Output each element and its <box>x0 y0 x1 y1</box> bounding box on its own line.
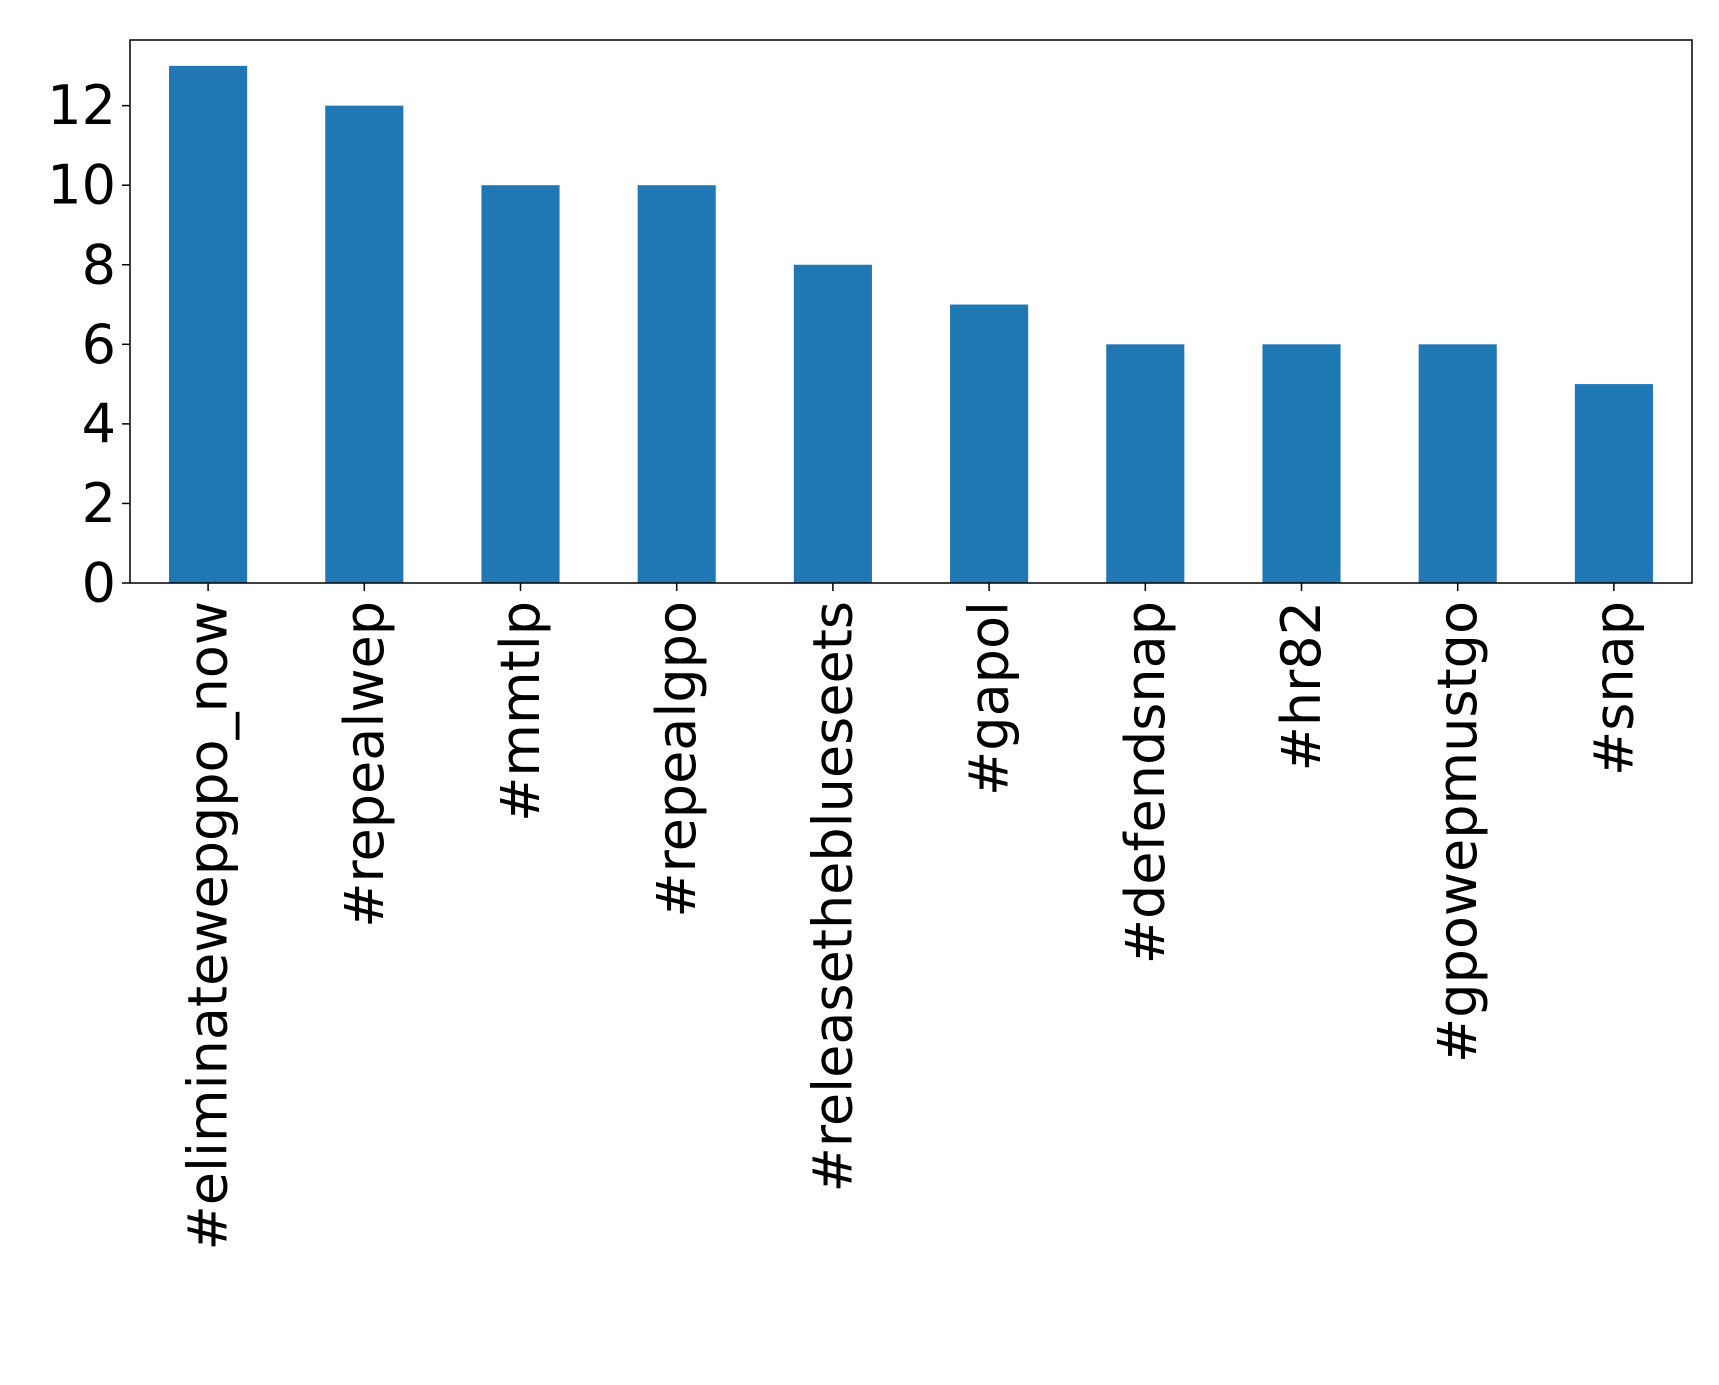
y-tick-label: 6 <box>82 313 116 376</box>
bar <box>1574 384 1653 583</box>
x-tick-label: #defendsnap <box>1114 601 1177 964</box>
bar <box>1106 344 1185 583</box>
x-tick-label: #repealwep <box>333 601 396 928</box>
bar <box>950 304 1029 583</box>
x-tick-label: #repealgpo <box>645 601 708 918</box>
y-tick-label: 12 <box>47 74 116 137</box>
y-tick-label: 10 <box>47 154 116 217</box>
bar <box>481 185 560 583</box>
x-tick-label: #hr82 <box>1270 601 1333 771</box>
bar <box>169 65 248 584</box>
bar <box>325 105 404 583</box>
bar <box>637 185 716 583</box>
y-tick-label: 8 <box>82 233 116 296</box>
x-tick-label: #mmtlp <box>489 601 552 822</box>
bars-group <box>169 65 1653 584</box>
x-tick-label: #releasetheblueseets <box>801 601 864 1192</box>
y-tick-label: 2 <box>82 472 116 535</box>
x-tick-label: #gapol <box>958 601 1021 796</box>
x-axis: #eliminatewepgpo_now #repealwep #mmtlp #rep… <box>177 583 1645 1250</box>
plot-frame <box>129 39 1693 584</box>
bar <box>1418 344 1497 583</box>
x-tick-label: #gpowepmustgo <box>1426 601 1489 1063</box>
bar <box>1262 344 1341 583</box>
x-tick-label: #snap <box>1582 601 1645 776</box>
y-axis: 0 2 4 6 8 10 12 <box>47 74 130 615</box>
x-tick-label: #eliminatewepgpo_now <box>177 601 240 1250</box>
y-tick-label: 4 <box>82 392 116 455</box>
y-tick-label: 0 <box>82 552 116 615</box>
bar <box>793 264 872 583</box>
